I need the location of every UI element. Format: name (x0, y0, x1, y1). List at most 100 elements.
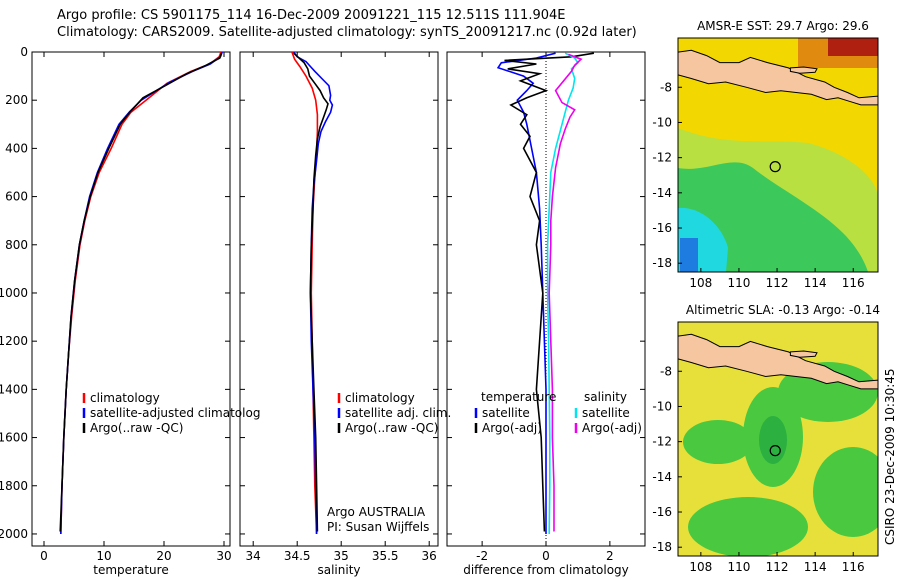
salinity-frame (239, 51, 439, 547)
sst_map-argo-marker (769, 161, 781, 173)
panel-sla_map: 108 110 112 114 116 -8 -10 -12 -14 -16 -18 Altimetr… (652, 303, 880, 574)
sst_map-xtick-label: 108 (689, 276, 712, 290)
panel-temperature: 0 10 20 30 0 200 400 600 800 1000 1200 1400 1600 1800… (0, 45, 260, 577)
sst-cold-spot (680, 238, 698, 272)
sst_map-field (678, 38, 878, 272)
difference-legend-temperature-label: satellite (482, 406, 530, 420)
temperature-ytick-label: 1800 (0, 479, 28, 493)
figure-title-line2: Climatology: CARS2009. Satellite-adjuste… (57, 25, 637, 40)
sla_map-ytick-label: -8 (660, 364, 672, 378)
difference-legend-header-salinity: salinity (584, 390, 627, 404)
temperature-ytick-label: 400 (5, 141, 28, 155)
sla_map-xtick-label: 112 (766, 560, 789, 574)
difference-xtick-label: 0 (542, 549, 550, 563)
difference-legend-temperature-label: Argo(-adj) (482, 421, 542, 435)
salinity-xtick-label: 35.5 (372, 549, 399, 563)
temperature-xtick-label: 0 (40, 549, 48, 563)
sst_map-ytick-label: -12 (652, 151, 672, 165)
temperature-xtick-label: 30 (216, 549, 231, 563)
difference-legend-header-temperature: temperature (481, 390, 556, 404)
salinity-legend-label: climatology (345, 391, 415, 405)
salinity-annotation-pi: PI: Susan Wijffels (327, 520, 429, 534)
temperature-series-1 (60, 52, 223, 535)
difference-series-3 (548, 53, 583, 532)
sla-green-east (813, 447, 878, 537)
difference-series-group (496, 52, 595, 535)
sst_map-frame (677, 37, 879, 273)
salinity-series-group (291, 52, 334, 535)
salinity-series-2 (293, 52, 329, 532)
temperature-xlabel: temperature (93, 563, 168, 577)
sst_map-xtick-label: 112 (766, 276, 789, 290)
sst_map-xtick-label: 116 (842, 276, 865, 290)
temperature-ytick-label: 1600 (0, 431, 28, 445)
sla_map-xtick-label: 110 (727, 560, 750, 574)
temperature-ytick-label: 2000 (0, 527, 28, 541)
land-java-bali (678, 49, 878, 106)
figure-title-line1: Argo profile: CS 5901175_114 16-Dec-2009… (57, 8, 566, 23)
salinity-xlabel: salinity (317, 563, 360, 577)
salinity-xtick-label: 34.5 (284, 549, 311, 563)
sst_map-ytick-label: -10 (652, 115, 672, 129)
salinity-xtick-label: 35 (334, 549, 349, 563)
temperature-ytick-label: 200 (5, 93, 28, 107)
difference-legend-salinity-label: satellite (582, 406, 630, 420)
sst_map-xtick-label: 110 (727, 276, 750, 290)
sla_map-xtick-label: 108 (689, 560, 712, 574)
sla_map-field (678, 322, 878, 556)
sst_map-ytick-label: -18 (652, 256, 672, 270)
sla-deep-green-core (759, 416, 787, 464)
temperature-ytick-label: 1200 (0, 334, 28, 348)
temperature-xtick-label: 20 (156, 549, 171, 563)
salinity-xtick-label: 34 (246, 549, 261, 563)
sla_map-xtick-label: 114 (804, 560, 827, 574)
difference-legend-salinity-label: Argo(-adj) (582, 421, 642, 435)
sst_map-ytick-label: -14 (652, 186, 672, 200)
temperature-ytick-label: 800 (5, 238, 28, 252)
land-madura (789, 66, 818, 74)
salinity-legend-label: Argo(..raw -QC) (345, 421, 438, 435)
sst_map-ytick-label: -16 (652, 221, 672, 235)
salinity-legend-label: satellite adj. clim. (345, 406, 451, 420)
temperature-series-2 (59, 52, 223, 532)
panel-salinity: 34 34.5 35 35.5 36 salinity climatologysatelli… (239, 51, 451, 577)
salinity-xtick-label: 36 (422, 549, 437, 563)
salinity-annotation-owner: Argo AUSTRALIA (327, 505, 426, 519)
sla-green-south (688, 497, 808, 556)
sla_map-frame (677, 321, 879, 557)
sla_map-argo-marker (769, 445, 781, 457)
sst-hottest-north (828, 38, 878, 56)
sst_map-title: AMSR-E SST: 29.7 Argo: 29.6 (697, 19, 869, 33)
difference-xtick-label: -2 (476, 549, 488, 563)
sla_map-ytick-label: -14 (652, 470, 672, 484)
sla-green-west (683, 420, 753, 464)
sla_map-ytick-label: -16 (652, 505, 672, 519)
temperature-ytick-label: 1400 (0, 382, 28, 396)
sla_map-ytick-label: -12 (652, 435, 672, 449)
temperature-ytick-label: 0 (20, 45, 28, 59)
temperature-legend-label: climatology (90, 391, 160, 405)
temperature-legend-label: satellite-adjusted climatolog (90, 406, 260, 420)
temperature-series-group (59, 52, 223, 535)
difference-series-1 (504, 52, 595, 532)
sla_map-xtick-label: 116 (842, 560, 865, 574)
difference-xlabel: difference from climatology (463, 563, 629, 577)
difference-series-2 (546, 52, 579, 535)
temperature-legend-label: Argo(..raw -QC) (90, 421, 183, 435)
salinity-series-0 (291, 52, 319, 535)
temperature-ytick-label: 1000 (0, 286, 28, 300)
land-madura (789, 350, 818, 358)
sst_map-ytick-label: -8 (660, 80, 672, 94)
temperature-series-0 (60, 52, 222, 535)
temperature-xtick-label: 10 (96, 549, 111, 563)
sla_map-title: Altimetric SLA: -0.13 Argo: -0.14 (686, 303, 880, 317)
land-java-bali (678, 333, 878, 390)
salinity-series-1 (293, 52, 334, 535)
sla_map-ytick-label: -18 (652, 540, 672, 554)
difference-xtick-label: 2 (606, 549, 614, 563)
temperature-ytick-label: 600 (5, 190, 28, 204)
sla_map-ytick-label: -10 (652, 399, 672, 413)
timestamp-stamp: CSIRO 23-Dec-2009 10:30:45 (883, 368, 897, 545)
